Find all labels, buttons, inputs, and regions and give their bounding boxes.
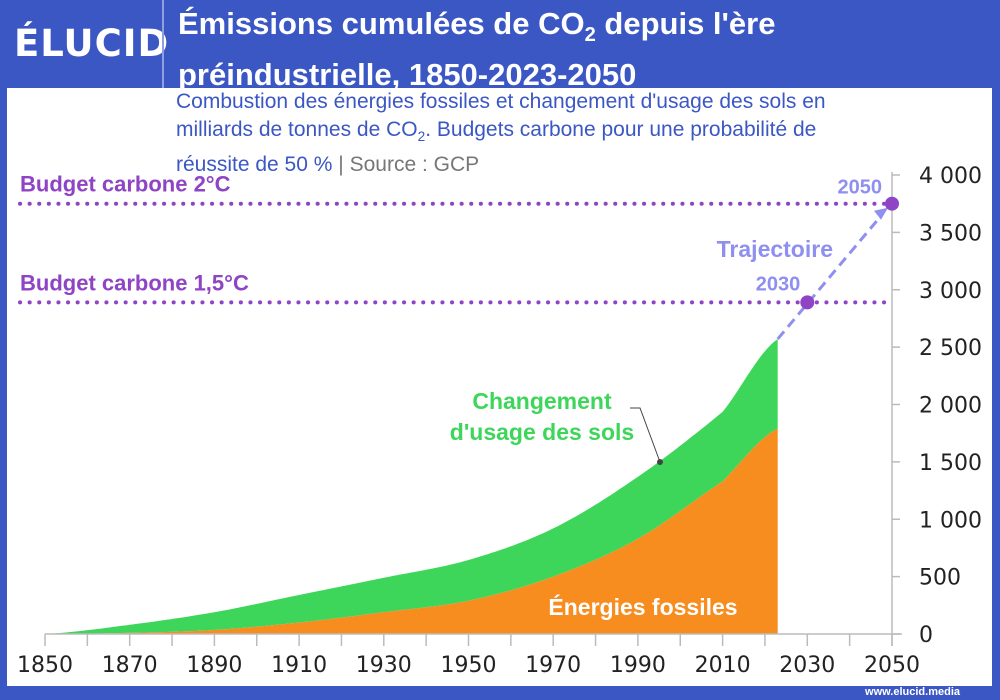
trajectory-label-2030: 2030 <box>756 273 801 295</box>
title-text: Émissions cumulées de CO <box>178 6 585 41</box>
subtitle-line-1: Combustion des énergies fossiles et chan… <box>176 90 826 113</box>
y-tick-label: 4 000 <box>919 164 982 189</box>
y-tick-label: 2 500 <box>919 336 982 361</box>
trajectory-arrowhead <box>874 207 888 220</box>
land-use-label: d'usage des sols <box>450 419 634 445</box>
area-land-use <box>45 339 778 634</box>
x-tick-label: 1910 <box>271 653 327 678</box>
header-divider <box>162 0 164 88</box>
x-tick-label: 1930 <box>356 653 412 678</box>
y-tick-label: 3 000 <box>919 279 982 304</box>
y-tick-label: 500 <box>919 566 961 591</box>
chart-title: Émissions cumulées de CO2 depuis l'ère p… <box>178 4 775 94</box>
annotation-leader-dot <box>657 459 663 465</box>
trajectory-label-2050: 2050 <box>838 177 883 199</box>
budget-label: Budget carbone 2°C <box>20 172 231 197</box>
x-tick-label: 1850 <box>17 653 73 678</box>
title-subscript: 2 <box>584 24 596 47</box>
x-tick-label: 1870 <box>102 653 158 678</box>
subtitle-text: milliards de tonnes de CO <box>176 118 418 141</box>
x-tick-label: 2050 <box>864 653 920 678</box>
trajectory-line <box>776 213 884 341</box>
y-tick-label: 2 000 <box>919 394 982 419</box>
title-line-2: préindustrielle, 1850-2023-2050 <box>178 57 637 93</box>
x-tick-label: 2010 <box>695 653 751 678</box>
subtitle-line-3: réussite de 50 % <box>176 153 333 177</box>
x-tick-label: 1990 <box>610 653 666 678</box>
footer-url[interactable]: www.elucid.media <box>865 686 960 698</box>
y-tick-label: 0 <box>919 623 933 648</box>
x-tick-label: 2030 <box>779 653 835 678</box>
trajectory-point-2030 <box>800 295 815 310</box>
trajectory-label: Trajectoire <box>717 236 833 262</box>
y-tick-label: 1 000 <box>919 508 982 533</box>
chart-subtitle: Combustion des énergies fossiles et chan… <box>176 88 976 179</box>
subtitle-text: . Budgets carbone pour une probabilité d… <box>425 118 817 141</box>
annotation-leader-line <box>630 407 661 463</box>
land-use-label: Changement <box>472 388 612 414</box>
x-tick-label: 1890 <box>186 653 242 678</box>
budget-label: Budget carbone 1,5°C <box>20 270 249 295</box>
area-fossil-fuels <box>45 428 778 634</box>
trajectory-point-2050 <box>885 196 899 211</box>
subtitle-subscript: 2 <box>417 129 426 145</box>
x-tick-label: 1950 <box>441 653 497 678</box>
title-text: depuis l'ère <box>595 6 776 41</box>
y-tick-label: 1 500 <box>919 451 982 476</box>
y-tick-label: 3 500 <box>919 221 982 246</box>
x-tick-label: 1970 <box>525 653 581 678</box>
separator: | <box>338 153 344 177</box>
fossil-fuels-label: Énergies fossiles <box>548 593 737 620</box>
elucid-logo: ÉLUCID <box>14 22 170 65</box>
source-label: Source : GCP <box>349 153 480 177</box>
